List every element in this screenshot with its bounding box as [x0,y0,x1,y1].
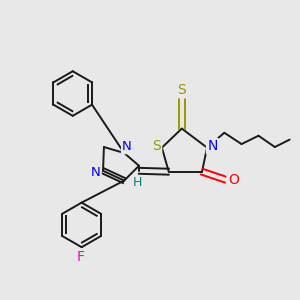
Text: N: N [122,140,132,153]
Text: S: S [177,83,186,97]
Text: H: H [133,176,142,189]
Text: N: N [91,166,100,179]
Text: O: O [228,173,239,187]
Text: S: S [152,139,161,153]
Text: N: N [207,139,218,153]
Text: F: F [76,250,84,264]
